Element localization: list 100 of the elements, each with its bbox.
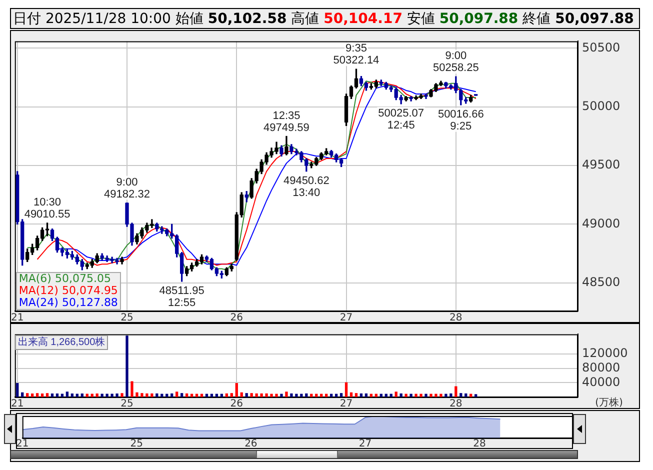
annotation: 9:35 50322.14 — [333, 42, 380, 67]
bar — [96, 393, 98, 397]
bar — [280, 394, 283, 397]
bar — [120, 393, 124, 397]
bar — [360, 393, 363, 397]
bar — [270, 394, 273, 397]
bar — [454, 386, 458, 397]
bar — [150, 393, 154, 397]
bar — [106, 394, 108, 397]
x-tick-label: 26 — [230, 312, 243, 324]
bar — [404, 394, 408, 397]
bar — [464, 393, 468, 397]
bar — [140, 393, 144, 397]
bar — [250, 393, 253, 397]
annotation: 9:00 50258.25 — [432, 50, 479, 74]
x-tick-label: 25 — [120, 398, 134, 410]
y-tick-label: 120000 — [582, 346, 628, 360]
bar — [46, 393, 49, 397]
y-axis-title: (万株) — [595, 396, 623, 409]
annotation: 50016.66 9:25 — [438, 108, 484, 132]
bar — [80, 393, 84, 397]
bar — [180, 393, 184, 397]
bar — [340, 393, 343, 397]
bar — [260, 393, 263, 397]
bar — [116, 393, 118, 397]
annotation: 48511.95 12:55 — [159, 284, 204, 309]
bar — [414, 394, 418, 397]
bar — [295, 394, 298, 397]
chart-title: 出来高 1,266,500株 — [14, 335, 108, 350]
bar — [30, 393, 34, 397]
bar — [430, 394, 432, 397]
x-tick-label: 25 — [130, 438, 144, 450]
bar — [265, 393, 268, 397]
text: MA(24) 50,127.88 — [18, 296, 118, 309]
x-tick-label: 27 — [340, 398, 353, 410]
x-tick-label: 26 — [244, 438, 258, 450]
y-tick-label: 49000 — [582, 216, 620, 230]
bar — [290, 393, 293, 397]
x-tick-label: 27 — [358, 438, 372, 450]
bar — [285, 392, 288, 397]
chart-title: 日付 2025/11/28 10:00 始値 50,102.58 高値 50,104.17 安値 50,097.88 終値 50,097.88 — [13, 11, 634, 27]
y-tick-label: 80000 — [582, 360, 620, 374]
series-label: MA(12) 50,074.95 — [18, 284, 118, 297]
bar — [255, 393, 258, 397]
bar — [56, 393, 59, 397]
x-tick-label: 21 — [10, 398, 24, 410]
x-tick-label: 28 — [473, 438, 486, 450]
x-tick-label: 27 — [340, 312, 353, 324]
bar — [16, 383, 19, 397]
bar — [394, 392, 398, 397]
bar — [130, 381, 134, 397]
bar — [170, 393, 174, 397]
bar — [225, 393, 228, 397]
x-tick-label: 26 — [230, 398, 243, 410]
bar — [40, 393, 44, 397]
annotation: 9:00 49182.32 — [104, 176, 150, 200]
bar — [70, 393, 74, 397]
bar — [66, 392, 69, 397]
y-tick-label: 40000 — [582, 374, 620, 389]
annotation: 10:30 49010.55 — [24, 196, 70, 220]
bar — [185, 393, 188, 397]
bar — [354, 393, 358, 397]
bar — [344, 382, 348, 397]
annotation: 12:35 49749.59 — [264, 110, 310, 134]
bar — [364, 393, 368, 397]
x-tick-label: 21 — [10, 312, 24, 324]
annotation: 50025.07 12:45 — [378, 107, 424, 132]
bar — [245, 393, 248, 397]
bar — [450, 393, 452, 397]
x-tick-label: 28 — [450, 312, 462, 324]
bar — [176, 392, 178, 397]
bar — [434, 394, 438, 397]
x-tick-label: 28 — [450, 398, 462, 410]
bar — [275, 394, 278, 397]
bar — [156, 393, 158, 397]
series-label: MA(6) 50,075.05 — [18, 272, 112, 285]
annotation: 49450.62 13:40 — [283, 174, 330, 199]
bar — [474, 394, 478, 397]
bar — [420, 394, 422, 397]
bar — [146, 393, 148, 397]
bar — [350, 392, 353, 397]
bar — [230, 393, 233, 397]
bar — [110, 394, 114, 397]
bar — [136, 392, 138, 397]
bar — [305, 393, 308, 397]
bar — [36, 393, 39, 397]
bar — [410, 394, 412, 397]
x-tick-label: 25 — [120, 312, 134, 324]
bar — [26, 393, 29, 397]
y-tick-label: 50000 — [582, 99, 620, 114]
bar — [21, 392, 24, 397]
bar — [50, 393, 54, 397]
bar — [424, 394, 428, 397]
bar — [460, 393, 462, 397]
bar — [400, 393, 402, 397]
bar — [444, 394, 448, 397]
bar — [440, 394, 442, 397]
bar — [240, 392, 243, 397]
bar — [235, 383, 238, 397]
x-tick-label: 21 — [16, 438, 29, 450]
